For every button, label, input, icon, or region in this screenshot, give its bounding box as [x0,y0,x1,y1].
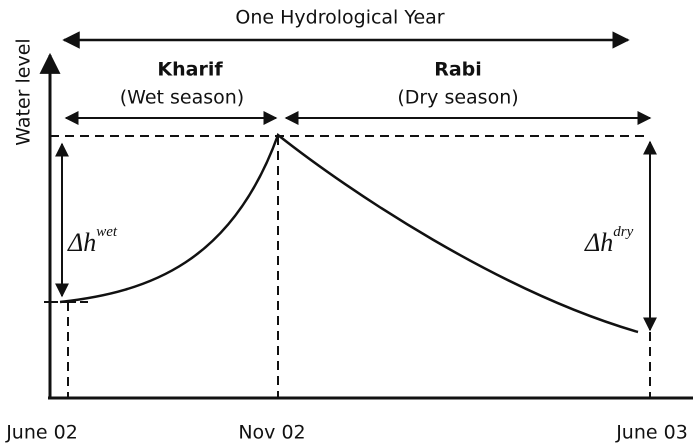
drawing [39,31,693,400]
x-label: June 03 [615,422,688,444]
delta-sup: wet [96,224,118,240]
season-description: (Wet season) [120,87,244,109]
y-axis-label: Water level [13,38,35,145]
x-label: Nov 02 [238,422,305,444]
delta-dry: Δhdry [584,224,634,257]
delta-sup: dry [613,224,633,240]
season-name: Rabi [434,59,482,81]
water-level-curve [59,132,639,334]
season-name: Kharif [157,59,223,81]
delta-base: Δh [67,228,96,257]
x-label: June 02 [5,422,78,444]
delta-wet: Δhwet [67,224,118,257]
title: One Hydrological Year [235,7,444,29]
delta-base: Δh [584,228,613,257]
season-description: (Dry season) [397,87,518,109]
